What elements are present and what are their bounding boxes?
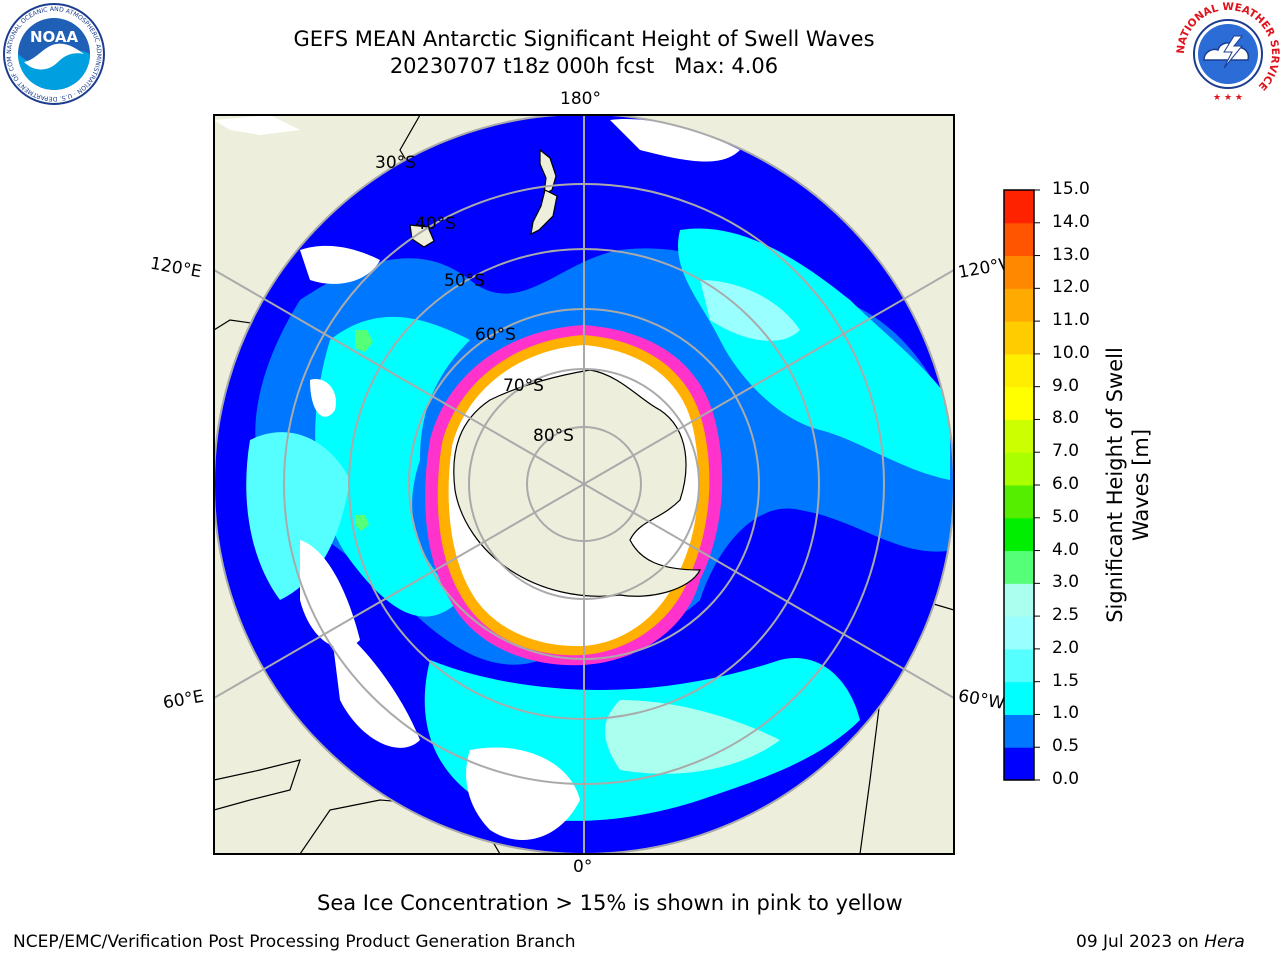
graticule bbox=[214, 115, 954, 854]
noaa-logo: NATIONAL OCEANIC AND ATMOSPHERIC ADMINIS… bbox=[2, 2, 105, 105]
colorbar-segment bbox=[1004, 714, 1034, 748]
colorbar-segment bbox=[1004, 485, 1034, 519]
lon-label-180: 180° bbox=[560, 89, 601, 109]
colorbar-tick-label: 1.5 bbox=[1052, 670, 1080, 691]
swell-peak-green bbox=[355, 330, 373, 352]
lat-label-30s: 30°S bbox=[375, 153, 416, 173]
colorbar-title-line1: Significant Height of Swell bbox=[1103, 347, 1127, 623]
colorbar-segment bbox=[1004, 583, 1034, 617]
swell-band-3-west bbox=[246, 432, 350, 600]
colorbar-tick-label: 13.0 bbox=[1052, 244, 1090, 265]
swell-band-5-south bbox=[605, 700, 780, 774]
lat-label-70s: 70°S bbox=[503, 376, 544, 396]
colorbar-segment bbox=[1004, 616, 1034, 650]
map-frame bbox=[213, 114, 955, 855]
chart-subtitle: 20230707 t18z 000h fcst Max: 4.06 bbox=[389, 54, 779, 78]
nws-logo: NATIONAL WEATHER SERVICE ★ ★ ★ bbox=[1176, 2, 1280, 104]
colorbar-tick-label: 0.0 bbox=[1052, 769, 1080, 789]
colorbar bbox=[1003, 189, 1040, 781]
colorbar-tick-label: 14.0 bbox=[1052, 211, 1090, 232]
colorbar-tick-label: 3.0 bbox=[1052, 572, 1080, 593]
colorbar-tick-label: 5.0 bbox=[1052, 506, 1080, 527]
chart-title: GEFS MEAN Antarctic Significant Height o… bbox=[293, 27, 875, 51]
colorbar-segment bbox=[1004, 648, 1034, 683]
colorbar-ticks: 0.0 0.5 1.0 1.5 2.0 2.5 3.0 4.0 5.0 6.0 7.0 8.0 9.0 1… bbox=[1052, 179, 1112, 790]
colorbar-title-line2: Waves [m] bbox=[1129, 428, 1153, 542]
sea-ice-note: Sea Ice Concentration > 15% is shown in … bbox=[317, 891, 903, 915]
colorbar-tick-label: 9.0 bbox=[1052, 375, 1080, 396]
svg-text:NOAA: NOAA bbox=[30, 28, 79, 46]
lat-label-60s: 60°S bbox=[475, 325, 516, 345]
colorbar-tick-label: 1.0 bbox=[1052, 703, 1080, 724]
colorbar-tick-label: 4.0 bbox=[1052, 539, 1080, 560]
colorbar-segment bbox=[1004, 222, 1034, 257]
colorbar-tick-label: 8.0 bbox=[1052, 408, 1080, 429]
colorbar-tick-label: 11.0 bbox=[1052, 310, 1090, 331]
colorbar-segment bbox=[1004, 321, 1034, 355]
colorbar-segment bbox=[1004, 255, 1034, 289]
colorbar-tick-label: 6.0 bbox=[1052, 474, 1080, 494]
swell-band-2-west bbox=[315, 316, 470, 617]
colorbar-title: Significant Height of Swell Waves [m] bbox=[1102, 347, 1154, 623]
colorbar-tick-label: 0.5 bbox=[1052, 736, 1080, 757]
colorbar-segment bbox=[1004, 452, 1034, 486]
colorbar-segment bbox=[1004, 517, 1034, 552]
ice-patch-w bbox=[300, 540, 360, 648]
meridian-60e-120w bbox=[214, 269, 954, 699]
colorbar-segment bbox=[1004, 288, 1034, 322]
lat-label-80s: 80°S bbox=[533, 426, 574, 446]
colorbar-segment bbox=[1004, 747, 1034, 781]
colorbar-tick-label: 2.0 bbox=[1052, 637, 1080, 658]
colorbar-segment bbox=[1004, 550, 1034, 584]
colorbar-segment bbox=[1004, 353, 1034, 388]
svg-text:★ ★ ★: ★ ★ ★ bbox=[1213, 93, 1243, 103]
colorbar-tick-label: 12.0 bbox=[1052, 277, 1090, 298]
footer-date: 09 Jul 2023 on Hera bbox=[1076, 932, 1245, 952]
top-left-white bbox=[214, 115, 300, 135]
colorbar-tick-label: 10.0 bbox=[1052, 342, 1090, 363]
lat-label-50s: 50°S bbox=[444, 271, 485, 291]
colorbar-tick-label: 15.0 bbox=[1052, 179, 1090, 199]
lat-label-40s: 40°S bbox=[415, 214, 456, 234]
footer-machine: Hera bbox=[1204, 932, 1245, 952]
colorbar-tick-label: 2.5 bbox=[1052, 605, 1080, 626]
colorbar-tick-label: 7.0 bbox=[1052, 441, 1080, 462]
tasmania-land bbox=[409, 224, 435, 248]
footer-date-text: 09 Jul 2023 on bbox=[1076, 932, 1199, 952]
colorbar-segment bbox=[1004, 681, 1034, 715]
new-zealand-south bbox=[530, 189, 558, 236]
lon-label-0: 0° bbox=[573, 857, 593, 877]
colorbar-segment bbox=[1004, 386, 1034, 420]
ice-patch-n bbox=[610, 119, 740, 162]
ice-patch-nw bbox=[300, 245, 380, 284]
ice-patch-w2 bbox=[310, 379, 336, 417]
colorbar-segment bbox=[1004, 190, 1034, 224]
ice-patch-sw bbox=[330, 620, 420, 748]
swell-peak-green-2 bbox=[355, 515, 369, 531]
madagascar-land bbox=[214, 759, 301, 811]
footer-credit: NCEP/EMC/Verification Post Processing Pr… bbox=[13, 932, 576, 952]
colorbar-segment bbox=[1004, 419, 1034, 453]
antarctica-land bbox=[453, 369, 701, 597]
